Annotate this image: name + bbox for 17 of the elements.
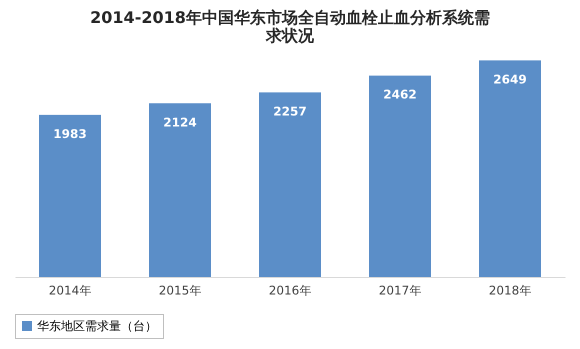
- bar: [149, 103, 211, 277]
- data-label: 2257: [273, 104, 307, 118]
- data-label: 2124: [163, 115, 197, 130]
- legend-label: 华东地区需求量（台）: [37, 319, 157, 333]
- bar: [479, 60, 541, 277]
- x-tick-label: 2017年: [378, 284, 422, 298]
- bar: [259, 92, 321, 277]
- x-tick-label: 2015年: [158, 284, 202, 298]
- x-tick-label: 2016年: [268, 284, 312, 298]
- data-label: 1983: [53, 126, 87, 141]
- x-tick-label: 2014年: [48, 284, 92, 298]
- x-tick-label: 2018年: [488, 284, 532, 298]
- data-label: 2649: [493, 72, 527, 86]
- chart-title: 2014-2018年中国华东市场全自动血栓止血分析系统需求状况: [90, 8, 490, 45]
- data-label: 2462: [383, 88, 417, 102]
- bar: [39, 114, 101, 277]
- bar: [369, 76, 431, 277]
